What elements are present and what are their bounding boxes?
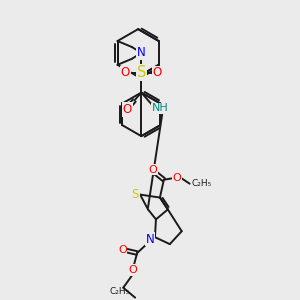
Text: N: N	[146, 233, 154, 246]
Text: NH: NH	[152, 103, 169, 113]
Text: O: O	[172, 173, 181, 183]
Text: C₂H₅: C₂H₅	[109, 287, 129, 296]
Text: C₂H₅: C₂H₅	[192, 179, 212, 188]
Text: O: O	[121, 66, 130, 79]
Text: O: O	[118, 245, 127, 255]
Text: O: O	[123, 103, 132, 116]
Text: S: S	[136, 65, 146, 80]
Text: O: O	[152, 66, 162, 79]
Text: O: O	[129, 265, 137, 275]
Text: O: O	[148, 165, 157, 175]
Text: S: S	[131, 188, 139, 201]
Text: N: N	[137, 46, 146, 59]
